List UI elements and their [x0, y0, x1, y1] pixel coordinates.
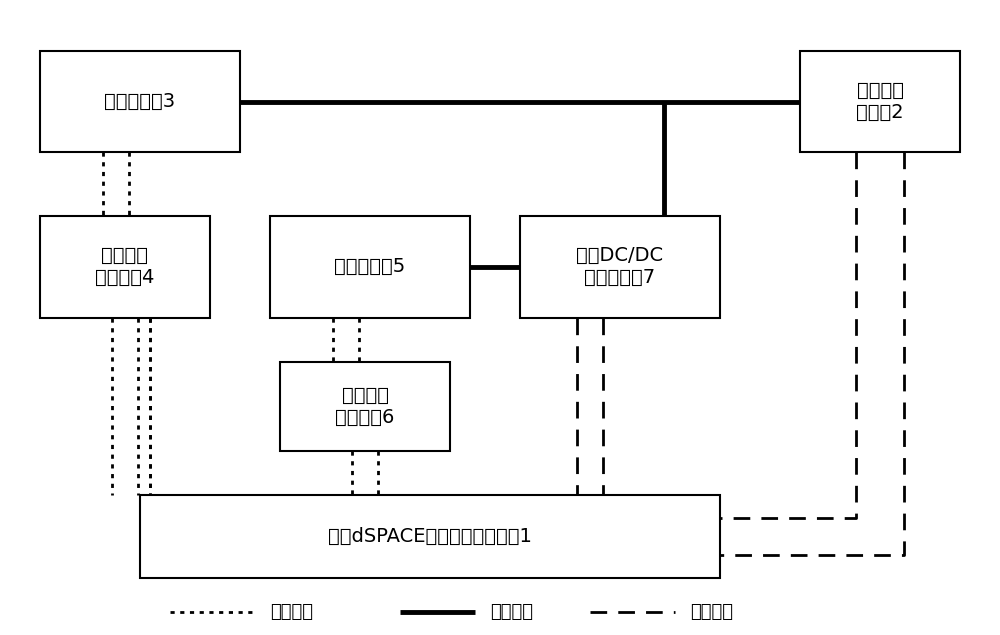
Text: 电气接线: 电气接线: [490, 603, 533, 620]
Text: 采集信号: 采集信号: [270, 603, 313, 620]
FancyBboxPatch shape: [40, 51, 240, 152]
Text: 车用电机
试验台2: 车用电机 试验台2: [856, 81, 904, 122]
FancyBboxPatch shape: [270, 216, 470, 318]
Text: 双向DC/DC
直流变压器7: 双向DC/DC 直流变压器7: [576, 246, 664, 287]
Text: 超级电容
管理模块6: 超级电容 管理模块6: [335, 386, 395, 427]
Text: 动力电池
管理模块4: 动力电池 管理模块4: [95, 246, 155, 287]
FancyBboxPatch shape: [40, 216, 210, 318]
Text: 控制信号: 控制信号: [690, 603, 733, 620]
FancyBboxPatch shape: [800, 51, 960, 152]
FancyBboxPatch shape: [280, 362, 450, 451]
Text: 动力电池组3: 动力电池组3: [104, 92, 176, 111]
FancyBboxPatch shape: [140, 495, 720, 578]
Text: 基于dSPACE的能量管理控制器1: 基于dSPACE的能量管理控制器1: [328, 527, 532, 546]
Text: 超级电容组5: 超级电容组5: [334, 257, 406, 276]
FancyBboxPatch shape: [520, 216, 720, 318]
